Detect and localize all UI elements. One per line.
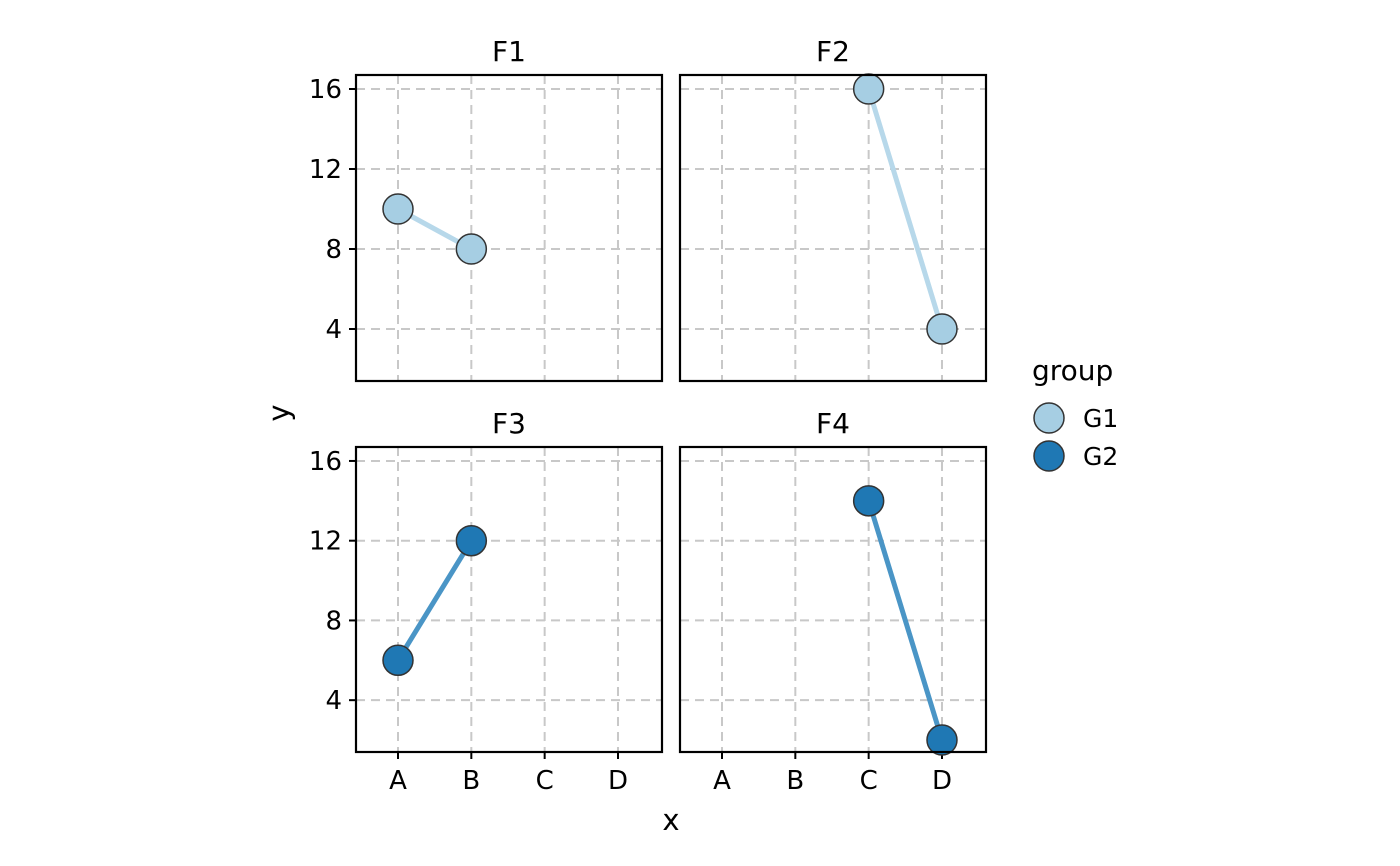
legend-item-g1: G1 [1033, 402, 1118, 434]
legend-key [1033, 402, 1065, 434]
y-tick-label: 4 [325, 686, 342, 716]
panel-border [354, 445, 664, 754]
x-tick-label: C [860, 766, 878, 796]
panel-f1: F1 4 8 12 16 [309, 35, 664, 383]
data-point [852, 485, 885, 517]
data-point [455, 524, 488, 557]
y-tick-label: 8 [325, 606, 342, 636]
x-tick-label: C [536, 766, 554, 796]
y-axis-title: y [262, 404, 296, 421]
series-line [395, 538, 474, 663]
y-tick-label: 16 [309, 447, 342, 477]
legend-key [1033, 440, 1065, 472]
panel-title: F4 [816, 407, 850, 440]
legend-title: group [1032, 354, 1113, 387]
panel-border [678, 445, 988, 754]
y-tick-label: 12 [309, 527, 342, 557]
panel-title: F3 [492, 407, 526, 440]
y-tick-label: 4 [325, 315, 342, 345]
legend-label: G2 [1083, 442, 1118, 471]
x-tick-label: A [389, 766, 407, 796]
panel-f3: F3 4 8 12 16 A B C D [309, 407, 664, 796]
data-point [926, 724, 958, 756]
data-point [382, 644, 414, 677]
x-axis-title: x [662, 803, 679, 837]
panel-title: F1 [492, 35, 526, 68]
data-point [455, 233, 488, 265]
x-tick-label: B [462, 766, 480, 796]
panel-border [354, 73, 664, 383]
legend-label: G1 [1083, 404, 1118, 433]
panel-title: F2 [816, 35, 850, 68]
panel-f2: F2 [678, 35, 988, 383]
data-point [852, 73, 885, 105]
y-tick-label: 16 [309, 75, 342, 105]
x-tick-label: D [608, 766, 628, 796]
y-tick-label: 8 [325, 235, 342, 265]
data-point [382, 193, 414, 225]
x-tick-label: D [932, 766, 952, 796]
series-line [866, 498, 945, 743]
data-point [926, 313, 958, 345]
series-line [866, 86, 945, 332]
x-tick-label: A [713, 766, 731, 796]
x-tick-label: B [786, 766, 804, 796]
panel-f4: F4 A B C D [678, 407, 988, 796]
panels: F1 4 8 12 16 F2 F3 4 8 12 16 A B C D F4 A B C D [309, 35, 988, 796]
legend-item-g2: G2 [1033, 440, 1118, 472]
y-tick-label: 12 [309, 155, 342, 185]
panel-border [678, 73, 988, 383]
